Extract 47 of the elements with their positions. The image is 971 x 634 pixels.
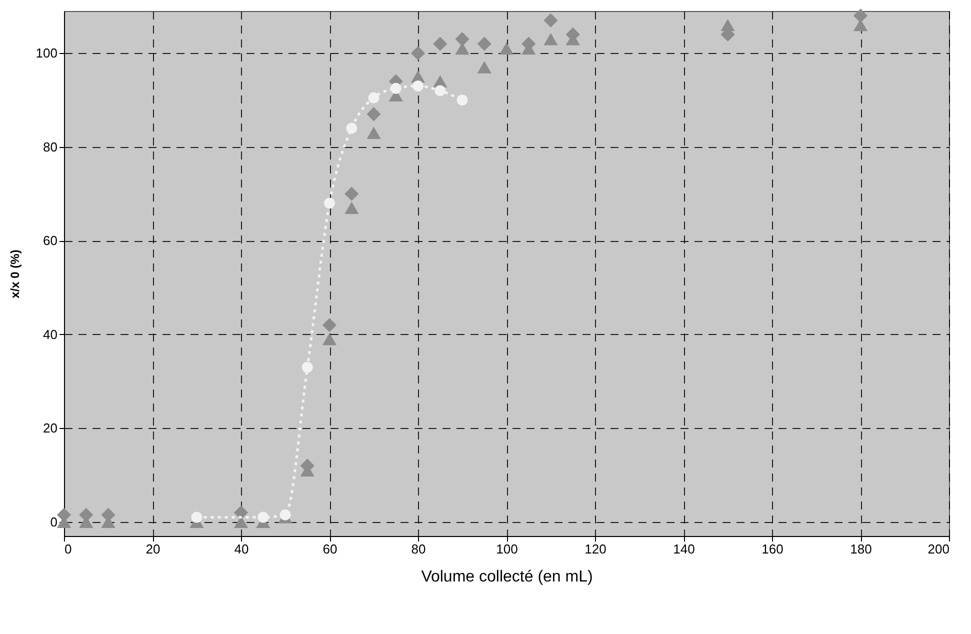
point	[322, 318, 337, 332]
point	[853, 8, 868, 23]
x-tick-label: 20	[146, 542, 160, 556]
point	[366, 126, 381, 139]
point	[477, 61, 492, 74]
x-tick-label: 60	[322, 542, 338, 556]
point	[456, 94, 468, 106]
point	[412, 80, 424, 92]
point	[344, 202, 359, 214]
y-tick-label: 40	[43, 326, 58, 342]
y-tick-label: 80	[43, 139, 58, 154]
y-tick-label: 20	[43, 420, 58, 436]
point	[477, 36, 492, 51]
point	[324, 198, 335, 209]
y-tick-label: 100	[36, 46, 58, 61]
point	[433, 36, 448, 51]
point	[720, 18, 735, 32]
x-tick-label: 0	[64, 542, 72, 556]
x-tick-label: 100	[496, 542, 518, 556]
point	[258, 512, 269, 523]
x-tick-label: 120	[584, 542, 606, 556]
point	[322, 333, 337, 346]
point	[390, 82, 402, 94]
point	[302, 362, 313, 373]
point	[434, 85, 446, 96]
point	[344, 186, 359, 201]
x-tick-label: 200	[928, 542, 950, 556]
x-tick-label: 140	[673, 542, 695, 556]
point	[410, 46, 426, 60]
point	[191, 512, 202, 523]
point	[455, 32, 470, 46]
y-tick-label: 0	[50, 514, 58, 530]
x-tick-label: 80	[411, 542, 426, 556]
point	[346, 122, 358, 134]
point	[499, 42, 514, 55]
x-tick-label: 180	[850, 542, 872, 556]
point	[368, 92, 380, 104]
point	[544, 33, 558, 46]
point	[544, 13, 558, 28]
y-tick-label: 60	[43, 233, 58, 248]
point	[234, 505, 248, 520]
x-tick-label: 40	[234, 542, 249, 556]
y-axis-title: x/x 0 (%)	[8, 250, 22, 298]
x-tick-label: 160	[762, 542, 784, 556]
x-axis-title: Volume collecté (en mL)	[421, 568, 593, 586]
point	[366, 107, 381, 122]
point	[280, 509, 291, 520]
